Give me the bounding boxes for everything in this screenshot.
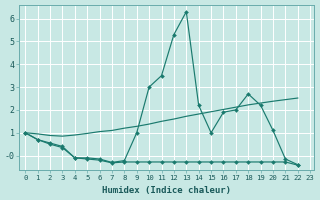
X-axis label: Humidex (Indice chaleur): Humidex (Indice chaleur) xyxy=(102,186,231,195)
